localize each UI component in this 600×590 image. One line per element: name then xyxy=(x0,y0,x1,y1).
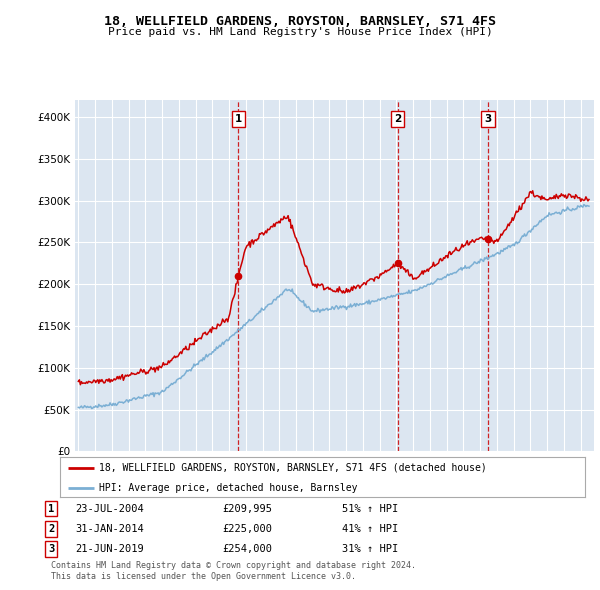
Text: 21-JUN-2019: 21-JUN-2019 xyxy=(75,544,144,553)
Text: 1: 1 xyxy=(235,114,242,124)
Text: 2: 2 xyxy=(48,524,54,533)
Text: HPI: Average price, detached house, Barnsley: HPI: Average price, detached house, Barn… xyxy=(100,483,358,493)
Text: 18, WELLFIELD GARDENS, ROYSTON, BARNSLEY, S71 4FS: 18, WELLFIELD GARDENS, ROYSTON, BARNSLEY… xyxy=(104,15,496,28)
Text: 31-JAN-2014: 31-JAN-2014 xyxy=(75,524,144,533)
Text: Price paid vs. HM Land Registry's House Price Index (HPI): Price paid vs. HM Land Registry's House … xyxy=(107,27,493,37)
Text: 3: 3 xyxy=(48,544,54,553)
Text: £209,995: £209,995 xyxy=(222,504,272,513)
Text: 1: 1 xyxy=(48,504,54,513)
Text: This data is licensed under the Open Government Licence v3.0.: This data is licensed under the Open Gov… xyxy=(51,572,356,581)
Text: 23-JUL-2004: 23-JUL-2004 xyxy=(75,504,144,513)
Text: 2: 2 xyxy=(394,114,401,124)
Text: £225,000: £225,000 xyxy=(222,524,272,533)
Text: 51% ↑ HPI: 51% ↑ HPI xyxy=(342,504,398,513)
Text: £254,000: £254,000 xyxy=(222,544,272,553)
Text: 3: 3 xyxy=(484,114,491,124)
Text: 41% ↑ HPI: 41% ↑ HPI xyxy=(342,524,398,533)
Text: 18, WELLFIELD GARDENS, ROYSTON, BARNSLEY, S71 4FS (detached house): 18, WELLFIELD GARDENS, ROYSTON, BARNSLEY… xyxy=(100,463,487,473)
Text: Contains HM Land Registry data © Crown copyright and database right 2024.: Contains HM Land Registry data © Crown c… xyxy=(51,561,416,570)
Text: 31% ↑ HPI: 31% ↑ HPI xyxy=(342,544,398,553)
